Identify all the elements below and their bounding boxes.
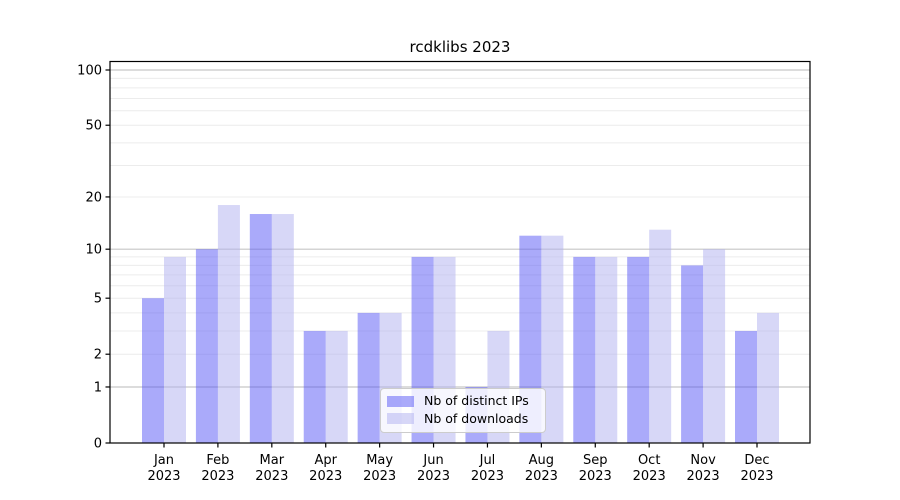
x-tick-label-month: Jun xyxy=(422,453,443,468)
y-tick-label: 1 xyxy=(94,380,102,395)
x-tick-label-year: 2023 xyxy=(740,469,773,484)
bar-downloads-aug xyxy=(541,235,564,443)
bar-downloads-nov xyxy=(703,249,726,443)
bar-downloads-mar xyxy=(271,214,294,443)
bar-downloads-jan xyxy=(164,256,186,443)
bar-ips-mar xyxy=(249,214,272,443)
x-tick-label-month: Aug xyxy=(529,453,554,468)
bar-ips-sep xyxy=(573,256,596,443)
bar-ips-feb xyxy=(195,249,218,443)
x-tick-label-month: Sep xyxy=(583,453,608,468)
y-tick-label: 5 xyxy=(94,292,102,307)
x-tick-label-month: Feb xyxy=(206,453,229,468)
y-tick-label: 0 xyxy=(94,437,102,452)
x-tick-label-year: 2023 xyxy=(255,469,288,484)
bar-downloads-dec xyxy=(757,312,779,443)
x-tick-label-month: May xyxy=(366,453,393,468)
x-tick-label-year: 2023 xyxy=(201,469,234,484)
legend-item-distinct-ips: Nb of distinct IPs xyxy=(387,393,537,408)
chart-title: rcdklibs 2023 xyxy=(409,38,511,56)
bar-downloads-sep xyxy=(595,256,618,443)
bar-downloads-feb xyxy=(217,205,240,443)
bar-ips-nov xyxy=(681,265,704,443)
y-tick-label: 20 xyxy=(85,190,102,205)
y-tick-label: 50 xyxy=(85,119,102,134)
bar-ips-jan xyxy=(142,298,164,443)
bar-downloads-oct xyxy=(649,229,672,443)
x-tick-label-year: 2023 xyxy=(687,469,720,484)
x-tick-label-year: 2023 xyxy=(147,469,180,484)
bar-ips-dec xyxy=(735,330,757,443)
x-tick-label-year: 2023 xyxy=(417,469,450,484)
x-tick-label-year: 2023 xyxy=(633,469,666,484)
x-tick-label-year: 2023 xyxy=(309,469,342,484)
bar-ips-may xyxy=(357,312,380,443)
x-tick-label-month: Jan xyxy=(153,453,174,468)
x-tick-label-year: 2023 xyxy=(363,469,396,484)
x-tick-label-year: 2023 xyxy=(471,469,504,484)
legend-item-downloads: Nb of downloads xyxy=(387,410,537,426)
y-tick-label: 2 xyxy=(94,348,102,363)
x-tick-label-year: 2023 xyxy=(525,469,558,484)
x-tick-label-month: Mar xyxy=(260,453,285,468)
legend-label-distinct-ips: Nb of distinct IPs xyxy=(424,393,529,408)
plot-frame xyxy=(109,60,811,444)
y-tick-label: 10 xyxy=(85,243,102,258)
x-tick-label-year: 2023 xyxy=(579,469,612,484)
bar-ips-oct xyxy=(627,256,650,443)
y-tick-label: 100 xyxy=(77,64,102,79)
x-tick-label-month: Apr xyxy=(314,453,337,468)
legend-label-downloads: Nb of downloads xyxy=(424,410,529,426)
x-tick-label-month: Dec xyxy=(744,453,769,468)
x-tick-label-month: Jul xyxy=(479,453,496,468)
bar-ips-apr xyxy=(303,330,326,443)
legend: Nb of distinct IPs Nb of downloads xyxy=(380,388,546,433)
x-tick-label-month: Nov xyxy=(690,453,716,468)
x-tick-label-month: Oct xyxy=(638,453,660,468)
legend-swatch-downloads xyxy=(387,413,414,425)
bar-downloads-apr xyxy=(325,330,348,443)
legend-swatch-distinct-ips xyxy=(387,395,414,407)
